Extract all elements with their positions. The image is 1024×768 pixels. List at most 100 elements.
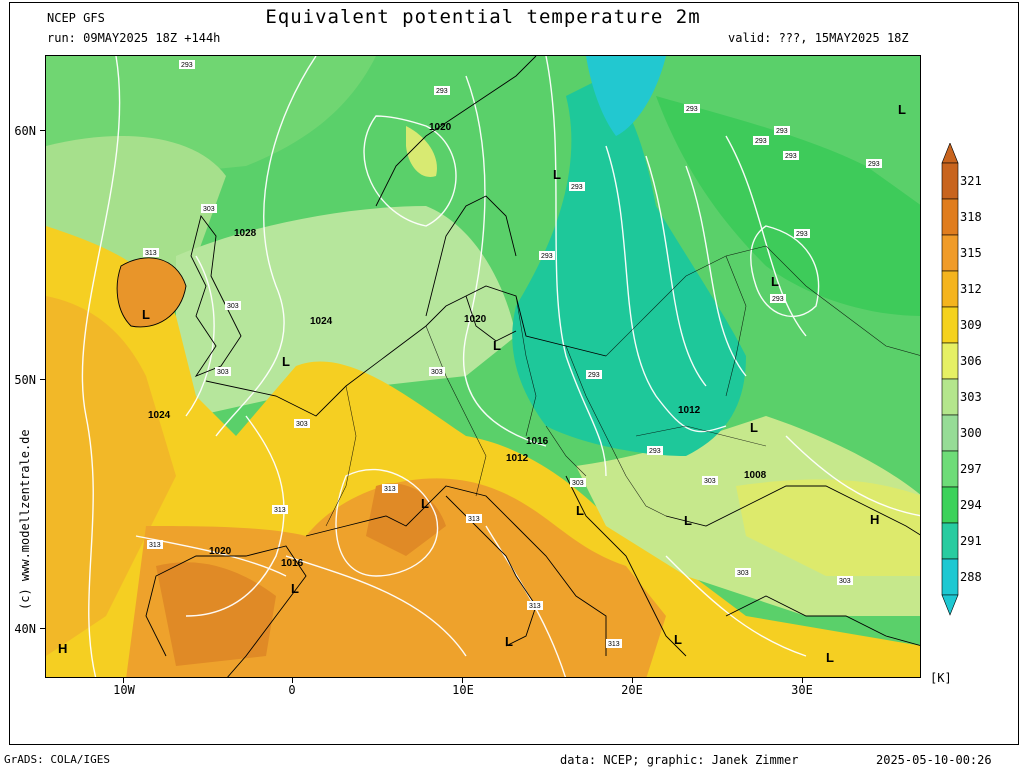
colorbar-label: 300 (960, 426, 982, 440)
theta-label: 313 (468, 516, 480, 523)
low-marker: L (750, 420, 758, 435)
x-axis-label: 0 (288, 683, 296, 697)
y-axis-label: 50N (14, 373, 36, 387)
theta-label: 313 (384, 486, 396, 493)
y-tick (40, 628, 45, 629)
theta-label: 303 (704, 478, 716, 485)
pressure-label: 1020 (429, 122, 452, 133)
low-marker: L (291, 581, 299, 596)
theta-label: 313 (529, 603, 541, 610)
theta-label: 293 (785, 153, 797, 160)
pressure-label: 1012 (506, 453, 529, 464)
theta-label: 303 (839, 578, 851, 585)
theta-label: 293 (686, 106, 698, 113)
theta-label: 313 (608, 641, 620, 648)
x-axis-label: 20E (621, 683, 643, 697)
colorbar (941, 142, 959, 622)
low-marker: L (505, 634, 513, 649)
colorbar-top-arrow (941, 142, 959, 164)
theta-label: 293 (776, 128, 788, 135)
high-marker: H (58, 641, 67, 656)
theta-label: 293 (181, 62, 193, 69)
low-marker: L (282, 354, 290, 369)
model-name: NCEP GFS (47, 11, 105, 25)
colorbar-label: 318 (960, 210, 982, 224)
x-axis-label: 10E (452, 683, 474, 697)
y-tick (40, 379, 45, 380)
low-marker: L (576, 503, 584, 518)
pressure-label: 1008 (744, 470, 767, 481)
low-marker: L (684, 513, 692, 528)
low-marker: L (826, 650, 834, 665)
colorbar-bottom-arrow (941, 594, 959, 616)
colorbar-swatch (941, 486, 959, 524)
credit-text: (c) www.modellzentrale.de (18, 429, 32, 610)
weather-map: L L L L L L L L L L L L L L H H 1020 102… (45, 55, 921, 678)
colorbar-swatch (941, 342, 959, 380)
colorbar-label: 288 (960, 570, 982, 584)
pressure-label: 1016 (281, 558, 304, 569)
run-info: run: 09MAY2025 18Z +144h (47, 31, 221, 45)
low-marker: L (553, 167, 561, 182)
high-marker: H (870, 512, 879, 527)
theta-label-group: 293 293 293 293 293 293 293 293 293 293 … (143, 60, 882, 648)
colorbar-swatch (941, 378, 959, 416)
unit-label: [K] (930, 671, 952, 685)
low-marker: L (771, 274, 779, 289)
x-tick (632, 678, 633, 683)
figure-frame (9, 2, 1019, 745)
x-tick (123, 678, 124, 683)
colorbar-label: 303 (960, 390, 982, 404)
footer-software: GrADS: COLA/IGES (4, 753, 110, 766)
pressure-label: 1024 (148, 410, 171, 421)
theta-label: 303 (203, 206, 215, 213)
theta-label: 303 (572, 480, 584, 487)
low-marker: L (142, 307, 150, 322)
theta-label: 303 (431, 369, 443, 376)
theta-label: 303 (227, 303, 239, 310)
colorbar-label: 297 (960, 462, 982, 476)
x-tick (462, 678, 463, 683)
theta-label: 293 (772, 296, 784, 303)
colorbar-swatch (941, 270, 959, 308)
colorbar-label: 291 (960, 534, 982, 548)
low-marker: L (674, 632, 682, 647)
pressure-label: 1012 (678, 405, 701, 416)
pressure-label: 1016 (526, 436, 549, 447)
theta-label: 293 (571, 184, 583, 191)
y-axis-label: 60N (14, 124, 36, 138)
colorbar-label: 312 (960, 282, 982, 296)
theta-label: 303 (737, 570, 749, 577)
pressure-label: 1028 (234, 228, 257, 239)
colorbar-swatch (941, 162, 959, 200)
x-tick (802, 678, 803, 683)
map-title: Equivalent potential temperature 2m (265, 6, 701, 28)
low-marker: L (421, 496, 429, 511)
theta-label: 293 (868, 161, 880, 168)
colorbar-swatch (941, 450, 959, 488)
colorbar-swatch (941, 522, 959, 560)
theta-label: 293 (541, 253, 553, 260)
pressure-label: 1020 (464, 314, 487, 325)
valid-time: valid: ???, 15MAY2025 18Z (728, 31, 909, 45)
x-axis-label: 10W (113, 683, 135, 697)
colorbar-swatch (941, 558, 959, 596)
footer-timestamp: 2025-05-10-00:26 (876, 753, 992, 767)
low-marker: L (898, 102, 906, 117)
colorbar-swatch (941, 234, 959, 272)
footer-source: data: NCEP; graphic: Janek Zimmer (560, 753, 799, 767)
colorbar-label: 315 (960, 246, 982, 260)
colorbar-swatch (941, 198, 959, 236)
theta-label: 303 (217, 369, 229, 376)
y-tick (40, 130, 45, 131)
colorbar-label: 309 (960, 318, 982, 332)
theta-label: 313 (149, 542, 161, 549)
theta-label: 313 (274, 507, 286, 514)
x-tick (292, 678, 293, 683)
colorbar-label: 294 (960, 498, 982, 512)
theta-label: 293 (796, 231, 808, 238)
theta-label: 313 (145, 250, 157, 257)
theta-label: 293 (436, 88, 448, 95)
low-marker: L (493, 338, 501, 353)
colorbar-label: 306 (960, 354, 982, 368)
